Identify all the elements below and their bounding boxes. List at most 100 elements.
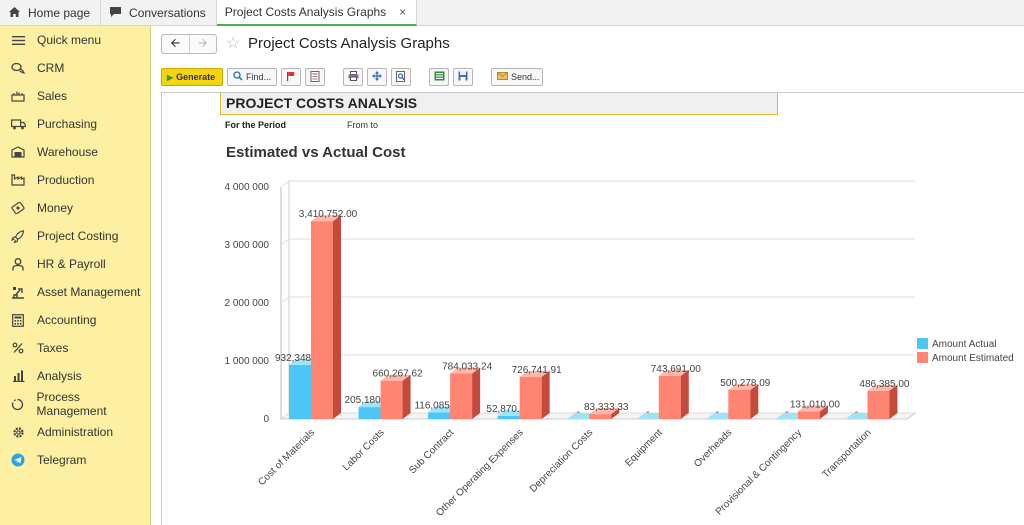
sidebar-item-label: Asset Management [37, 285, 141, 299]
bar-estimated [519, 376, 542, 419]
legend-label: Amount Estimated [932, 353, 1014, 364]
sidebar-item-analysis[interactable]: Analysis [0, 362, 150, 390]
x-tick-label: Depreciation Costs [528, 427, 596, 495]
print-button[interactable] [343, 68, 363, 86]
data-label: 52,870.62 [486, 404, 531, 415]
sidebar-item-label: Warehouse [37, 145, 98, 159]
export-button[interactable] [429, 68, 449, 86]
print-preview-button[interactable] [391, 68, 411, 86]
main-content: 🡨 🡪 ☆ Project Costs Analysis Graphs ▶ Ge… [152, 26, 1024, 525]
bar-top [519, 370, 550, 377]
sidebar-item-project-costing[interactable]: Project Costing [0, 222, 150, 250]
back-button[interactable]: 🡨 [162, 35, 189, 53]
tab-project-costs-analysis-graphs[interactable]: Project Costs Analysis Graphs × [216, 0, 418, 26]
factory-icon [10, 172, 26, 188]
data-label: 116,085.71 [414, 400, 464, 411]
flag-button[interactable] [281, 68, 301, 86]
data-label: - [577, 407, 580, 418]
sidebar-item-label: Taxes [37, 341, 69, 355]
sidebar-item-label: Production [37, 173, 95, 187]
sidebar-item-sales[interactable]: Sales [0, 82, 150, 110]
sidebar-item-label: Analysis [37, 369, 82, 383]
gridline-side [280, 354, 290, 362]
menu-icon [10, 32, 26, 48]
data-label: - [855, 407, 858, 418]
bar-actual [358, 407, 381, 419]
legend-swatch [917, 352, 928, 363]
person-icon [10, 256, 26, 272]
asset-icon [10, 284, 26, 300]
data-label: 486,385.00 [859, 379, 909, 390]
money-icon [10, 200, 26, 216]
bar-side [472, 367, 481, 419]
sidebar-item-production[interactable]: Production [0, 166, 150, 194]
tab-conversations[interactable]: Conversations [101, 0, 217, 26]
bar-side [819, 405, 828, 419]
favorite-star-icon[interactable]: ☆ [226, 35, 241, 52]
sidebar-item-asset-management[interactable]: Asset Management [0, 278, 150, 306]
report-settings-button[interactable] [305, 68, 325, 86]
bar-side [889, 384, 898, 419]
sales-icon [10, 88, 26, 104]
sidebar-item-label: Sales [37, 89, 68, 103]
bar-estimated [658, 375, 681, 419]
generate-button[interactable]: ▶ Generate [161, 68, 223, 86]
x-tick-label: Transportation [820, 427, 873, 480]
printer-icon [348, 71, 359, 83]
data-label: 205,180.00 [345, 395, 395, 406]
y-tick-label: 2 000 000 [225, 298, 270, 309]
sidebar-item-label: Money [37, 201, 74, 215]
period-value: From to [347, 120, 379, 130]
sidebar-item-telegram[interactable]: Telegram [0, 446, 150, 474]
sidebar-item-crm[interactable]: CRM [0, 54, 150, 82]
sidebar-item-money[interactable]: Money [0, 194, 150, 222]
sidebar-item-label: Telegram [37, 453, 87, 467]
home-icon [8, 6, 21, 21]
sidebar-item-administration[interactable]: Administration [0, 418, 150, 446]
move-arrows-icon [372, 71, 382, 83]
bar-estimated [728, 389, 751, 419]
tab-bar: Home page Conversations Project Costs An… [0, 0, 1024, 26]
tab-label: Conversations [129, 6, 206, 20]
data-label: 784,033.24 [442, 362, 492, 373]
sidebar-item-purchasing[interactable]: Purchasing [0, 110, 150, 138]
fit-page-button[interactable] [367, 68, 387, 86]
data-label: 726,741.91 [512, 365, 562, 376]
sidebar-item-label: Project Costing [37, 229, 119, 243]
data-label: 3,410,752.00 [299, 209, 358, 220]
close-icon[interactable]: × [399, 5, 407, 19]
sidebar-item-quick-menu[interactable]: Quick menu [0, 26, 150, 54]
sidebar-item-label: Administration [37, 425, 114, 439]
sidebar-item-taxes[interactable]: Taxes [0, 334, 150, 362]
find-button[interactable]: Find... [227, 68, 277, 86]
flag-icon [286, 71, 296, 84]
sidebar-item-process-management[interactable]: Process Management [0, 390, 150, 418]
bar-estimated [311, 221, 333, 419]
report-area: PROJECT COSTS ANALYSIS For the Period Fr… [161, 92, 1024, 525]
document-icon [310, 70, 320, 84]
bar-top [311, 215, 341, 222]
floppy-disk-icon [458, 71, 468, 83]
preview-icon [396, 70, 406, 84]
x-tick-label: Labor Costs [341, 427, 387, 473]
send-label: Send... [511, 72, 540, 82]
forward-button[interactable]: 🡪 [188, 35, 217, 53]
sidebar-item-accounting[interactable]: Accounting [0, 306, 150, 334]
save-button[interactable] [453, 68, 473, 86]
play-icon: ▶ [167, 72, 174, 82]
send-button[interactable]: Send... [491, 68, 543, 86]
bar-estimated [867, 390, 890, 419]
bar-side [680, 369, 689, 419]
period-label: For the Period [225, 120, 287, 130]
data-label: 500,278.09 [720, 378, 770, 389]
sidebar-item-hr-payroll[interactable]: HR & Payroll [0, 250, 150, 278]
bar-actual [497, 415, 520, 419]
report-heading: PROJECT COSTS ANALYSIS [220, 93, 778, 115]
gear-icon [10, 424, 26, 440]
sidebar-item-label: Process Management [36, 390, 107, 418]
sidebar-item-warehouse[interactable]: Warehouse [0, 138, 150, 166]
y-tick-label: 3 000 000 [225, 240, 270, 251]
bars-icon [10, 368, 26, 384]
tab-home-page[interactable]: Home page [0, 0, 102, 26]
crm-icon [10, 60, 26, 76]
